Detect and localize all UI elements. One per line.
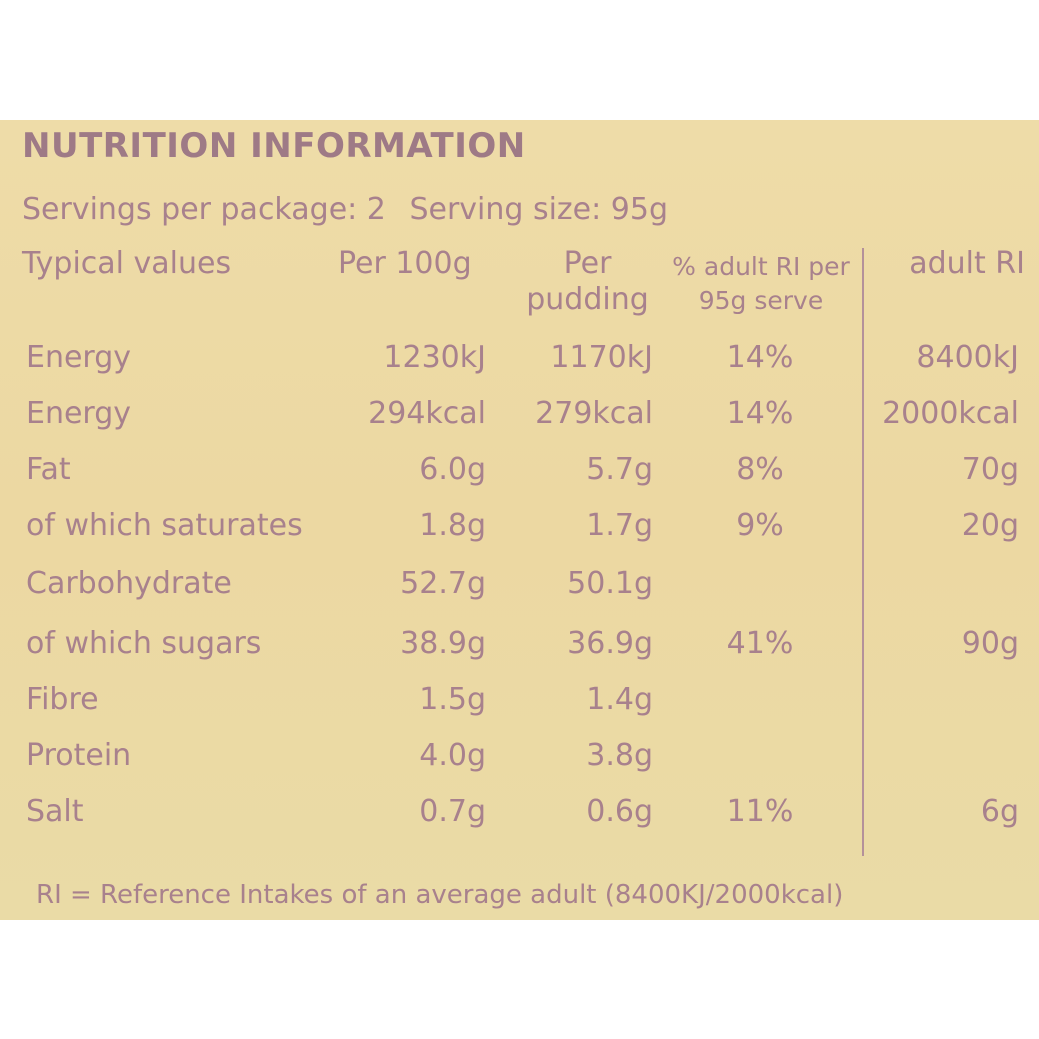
table-row: Energy 1230kJ 1170kJ 14% 8400kJ — [0, 340, 1039, 390]
footnote: RI = Reference Intakes of an average adu… — [36, 880, 844, 910]
header-typical-values: Typical values — [22, 246, 232, 281]
per-pudding-value: 3.8g — [586, 738, 653, 773]
table-row: Fat 6.0g 5.7g 8% 70g — [0, 452, 1039, 502]
adult-ri-value: 20g — [961, 508, 1019, 543]
pct-ri-value: 9% — [736, 508, 784, 543]
servings-per-package: Servings per package: 2 — [22, 192, 386, 227]
nutrient-name: of which saturates — [26, 508, 303, 543]
per-100g-value: 0.7g — [419, 794, 486, 829]
table-row: of which sugars 38.9g 36.9g 41% 90g — [0, 626, 1039, 676]
nutrient-name: Energy — [26, 396, 132, 431]
per-100g-value: 1.8g — [419, 508, 486, 543]
per-100g-value: 294kcal — [368, 396, 486, 431]
nutrient-name: Protein — [26, 738, 132, 773]
header-per-pudding: Per pudding — [520, 246, 655, 318]
pct-ri-value: 8% — [736, 452, 784, 487]
per-pudding-value: 0.6g — [586, 794, 653, 829]
per-100g-value: 6.0g — [419, 452, 486, 487]
table-row: Fibre 1.5g 1.4g — [0, 682, 1039, 732]
per-pudding-value: 1170kJ — [550, 340, 653, 375]
per-pudding-value: 1.7g — [586, 508, 653, 543]
nutrient-name: Fibre — [26, 682, 99, 717]
per-100g-value: 1.5g — [419, 682, 486, 717]
servings-line: Servings per package: 2 Serving size: 95… — [22, 192, 682, 227]
table-row: Energy 294kcal 279kcal 14% 2000kcal — [0, 396, 1039, 446]
per-100g-value: 52.7g — [400, 566, 486, 601]
header-per-pudding-line2: pudding — [526, 282, 649, 317]
per-pudding-value: 50.1g — [567, 566, 653, 601]
table-row: Carbohydrate 52.7g 50.1g — [0, 566, 1039, 616]
nutrition-label-panel — [0, 120, 1039, 920]
nutrient-name: Carbohydrate — [26, 566, 232, 601]
per-pudding-value: 36.9g — [567, 626, 653, 661]
pct-ri-value: 41% — [726, 626, 794, 661]
header-adult-ri: adult RI — [909, 246, 1025, 281]
pct-ri-value: 14% — [726, 340, 794, 375]
serving-size: Serving size: 95g — [409, 192, 668, 227]
adult-ri-value: 2000kcal — [882, 396, 1019, 431]
header-per-pudding-line1: Per — [563, 246, 612, 281]
per-100g-value: 4.0g — [419, 738, 486, 773]
per-pudding-value: 279kcal — [535, 396, 653, 431]
nutrient-name: Energy — [26, 340, 132, 375]
nutrient-name: Fat — [26, 452, 71, 487]
table-row: Salt 0.7g 0.6g 11% 6g — [0, 794, 1039, 844]
column-divider — [862, 248, 864, 856]
adult-ri-value: 8400kJ — [916, 340, 1019, 375]
header-pct-line2: 95g serve — [698, 286, 824, 315]
table-row: of which saturates 1.8g 1.7g 9% 20g — [0, 508, 1039, 558]
pct-ri-value: 14% — [726, 396, 794, 431]
header-pct-adult-ri: % adult RI per 95g serve — [670, 250, 852, 318]
adult-ri-value: 6g — [980, 794, 1019, 829]
per-pudding-value: 5.7g — [586, 452, 653, 487]
per-100g-value: 38.9g — [400, 626, 486, 661]
nutrition-title: NUTRITION INFORMATION — [22, 126, 526, 166]
header-pct-line1: % adult RI per — [672, 252, 850, 281]
nutrient-name: of which sugars — [26, 626, 262, 661]
header-per-100g: Per 100g — [338, 246, 472, 281]
nutrient-name: Salt — [26, 794, 84, 829]
adult-ri-value: 70g — [961, 452, 1019, 487]
per-100g-value: 1230kJ — [383, 340, 486, 375]
pct-ri-value: 11% — [726, 794, 794, 829]
table-row: Protein 4.0g 3.8g — [0, 738, 1039, 788]
per-pudding-value: 1.4g — [586, 682, 653, 717]
adult-ri-value: 90g — [961, 626, 1019, 661]
